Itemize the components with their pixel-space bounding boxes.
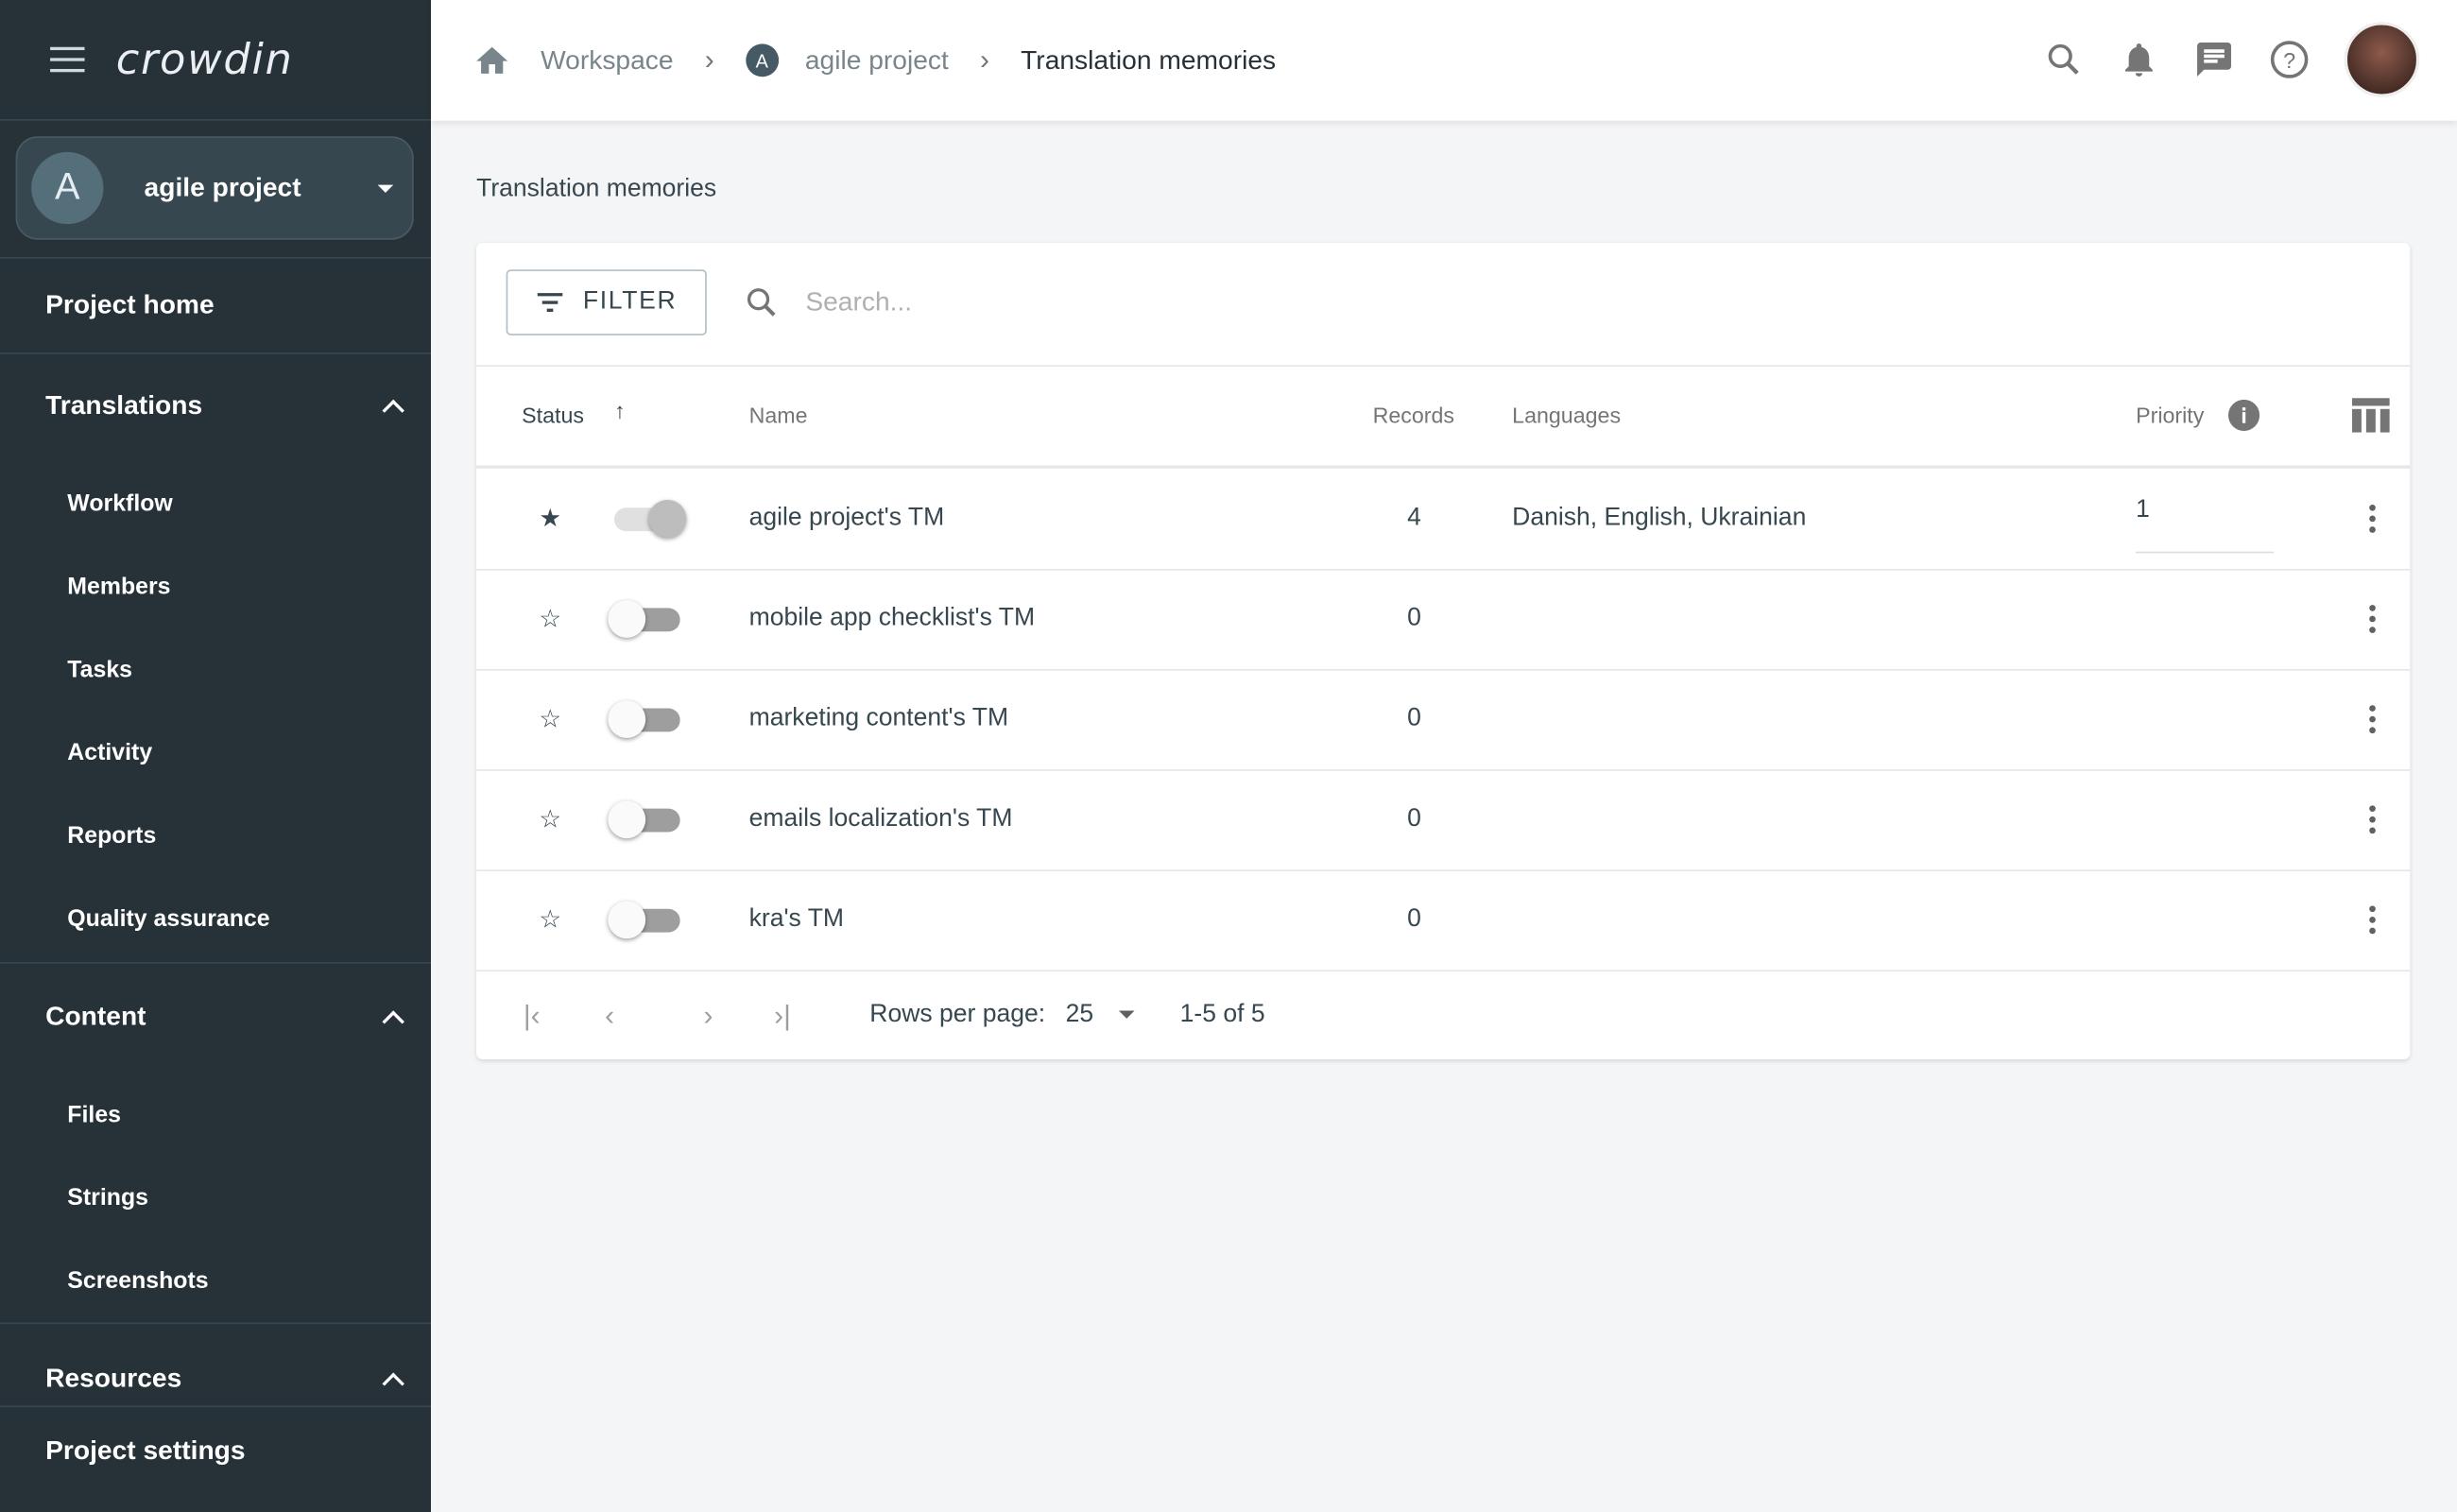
sidebar-item-activity[interactable]: Activity xyxy=(67,738,153,766)
column-name[interactable]: Name xyxy=(748,403,808,428)
chevron-up-icon xyxy=(382,399,404,422)
info-icon[interactable] xyxy=(2227,399,2260,432)
last-page-icon[interactable]: ›| xyxy=(774,999,791,1031)
sidebar-item-strings[interactable]: Strings xyxy=(67,1183,149,1211)
sidebar-item-reports[interactable]: Reports xyxy=(67,821,157,849)
column-status[interactable]: Status xyxy=(522,403,585,428)
enable-toggle[interactable] xyxy=(614,469,690,569)
sidebar-section-translations[interactable]: Translations xyxy=(0,360,431,451)
tm-table-card: FILTER Status ↑ Name Records Languages P… xyxy=(476,243,2411,1059)
sidebar-item-files[interactable]: Files xyxy=(67,1100,121,1128)
pagination: |‹ ‹ › ›| Rows per page: 25 1-5 of 5 xyxy=(476,971,2410,1059)
label: Translations xyxy=(45,389,203,421)
tm-name[interactable]: kra's TM xyxy=(748,905,845,933)
tm-name[interactable]: emails localization's TM xyxy=(748,805,1013,833)
label: Project home xyxy=(45,289,215,320)
project-avatar: A xyxy=(31,151,104,225)
rows-per-page-value: 25 xyxy=(1065,1001,1094,1028)
search-icon xyxy=(747,288,776,317)
table-row: ★ agile project's TM 4 Danish, English, … xyxy=(476,469,2410,569)
sidebar-item-members[interactable]: Members xyxy=(67,573,171,600)
page-title: Translation memories xyxy=(476,175,717,202)
first-page-icon[interactable]: |‹ xyxy=(523,999,541,1031)
enable-toggle[interactable] xyxy=(608,669,690,769)
more-options-icon[interactable] xyxy=(2369,469,2376,569)
sidebar-item-quality-assurance[interactable]: Quality assurance xyxy=(67,904,270,932)
tm-records: 4 xyxy=(1407,504,1421,532)
column-priority[interactable]: Priority xyxy=(2136,403,2205,428)
enable-toggle[interactable] xyxy=(608,869,690,970)
tm-records: 0 xyxy=(1407,805,1421,833)
chevron-up-icon xyxy=(382,1010,404,1033)
breadcrumb-current: Translation memories xyxy=(1021,44,1277,75)
chevron-right-icon: › xyxy=(704,43,714,76)
more-options-icon[interactable] xyxy=(2369,569,2376,669)
tm-records: 0 xyxy=(1407,905,1421,933)
breadcrumb-project[interactable]: agile project xyxy=(804,44,949,75)
priority-input[interactable]: 1 xyxy=(2136,469,2275,554)
sort-ascending-icon[interactable]: ↑ xyxy=(614,398,626,423)
column-records[interactable]: Records xyxy=(1372,403,1455,428)
project-avatar-small: A xyxy=(745,43,779,77)
top-bar: Workspace › A agile project › Translatio… xyxy=(431,0,2457,121)
enable-toggle[interactable] xyxy=(608,769,690,869)
breadcrumb-workspace[interactable]: Workspace xyxy=(541,44,674,75)
dropdown-arrow-icon xyxy=(1118,1010,1135,1020)
sidebar-item-tasks[interactable]: Tasks xyxy=(67,655,132,683)
project-name: agile project xyxy=(144,172,301,202)
star-filled-icon[interactable]: ★ xyxy=(539,506,562,533)
crowdin-logo[interactable]: crowdin xyxy=(115,35,294,84)
sidebar-item-project-home[interactable]: Project home xyxy=(0,260,431,351)
tm-languages: Danish, English, Ukrainian xyxy=(1512,504,1807,532)
star-outline-icon[interactable]: ☆ xyxy=(539,907,562,935)
table-row: ☆ mobile app checklist's TM 0 xyxy=(476,569,2410,669)
star-outline-icon[interactable]: ☆ xyxy=(539,706,562,734)
star-outline-icon[interactable]: ☆ xyxy=(539,606,562,633)
filter-label: FILTER xyxy=(582,288,678,316)
user-avatar[interactable] xyxy=(2344,22,2420,97)
help-icon[interactable]: ? xyxy=(2269,39,2310,79)
tm-records: 0 xyxy=(1407,705,1421,732)
svg-text:?: ? xyxy=(2283,48,2295,73)
tm-name[interactable]: marketing content's TM xyxy=(748,705,1009,732)
chat-icon[interactable] xyxy=(2193,39,2234,79)
star-outline-icon[interactable]: ☆ xyxy=(539,806,562,834)
chevron-up-icon xyxy=(382,1372,404,1395)
next-page-icon[interactable]: › xyxy=(703,999,713,1031)
table-row: ☆ emails localization's TM 0 xyxy=(476,769,2410,869)
sidebar-item-workflow[interactable]: Workflow xyxy=(67,490,173,517)
menu-icon[interactable] xyxy=(50,46,85,73)
search-icon[interactable] xyxy=(2043,39,2084,79)
tm-records: 0 xyxy=(1407,605,1421,632)
filter-icon xyxy=(537,293,563,312)
more-options-icon[interactable] xyxy=(2369,869,2376,970)
project-selector[interactable]: A agile project xyxy=(15,136,414,240)
tm-name[interactable]: agile project's TM xyxy=(748,504,945,532)
table-row: ☆ marketing content's TM 0 xyxy=(476,669,2410,769)
bell-icon[interactable] xyxy=(2119,39,2159,79)
sidebar-section-resources[interactable]: Resources xyxy=(0,1340,431,1418)
rows-per-page-label: Rows per page: xyxy=(869,1001,1046,1028)
previous-page-icon[interactable]: ‹ xyxy=(605,999,615,1031)
more-options-icon[interactable] xyxy=(2369,769,2376,869)
page-range: 1-5 of 5 xyxy=(1179,1001,1265,1028)
search-input[interactable] xyxy=(801,284,1592,320)
chevron-right-icon: › xyxy=(980,43,989,76)
filter-button[interactable]: FILTER xyxy=(506,269,707,335)
sidebar: crowdin A agile project Project home Tra… xyxy=(0,0,432,1512)
enable-toggle[interactable] xyxy=(608,569,690,669)
home-icon[interactable] xyxy=(472,42,512,79)
column-settings-icon[interactable] xyxy=(2351,398,2390,433)
table-row: ☆ kra's TM 0 xyxy=(476,869,2410,970)
sidebar-section-content[interactable]: Content xyxy=(0,971,431,1062)
sidebar-item-screenshots[interactable]: Screenshots xyxy=(67,1266,209,1294)
tm-name[interactable]: mobile app checklist's TM xyxy=(748,605,1036,632)
sidebar-item-project-settings[interactable]: Project settings xyxy=(45,1435,246,1466)
dropdown-arrow-icon xyxy=(377,183,394,193)
more-options-icon[interactable] xyxy=(2369,669,2376,769)
rows-per-page-select[interactable]: 25 xyxy=(1066,1002,1135,1030)
column-languages[interactable]: Languages xyxy=(1512,403,1622,428)
